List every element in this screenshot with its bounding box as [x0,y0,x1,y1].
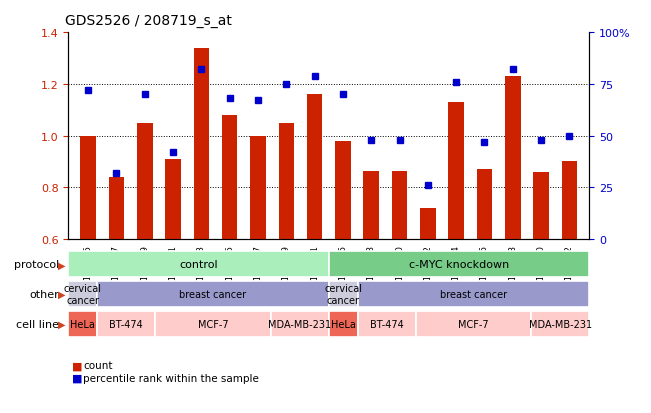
Text: BT-474: BT-474 [370,319,404,329]
Text: BT-474: BT-474 [109,319,143,329]
Bar [477,170,492,240]
Bar [533,173,549,240]
Bar [97,311,155,337]
Bar [449,103,464,240]
Text: cell line: cell line [16,319,59,329]
Text: ▶: ▶ [58,319,66,329]
Text: cervical
cancer: cervical cancer [64,284,102,305]
Text: count: count [83,361,113,370]
Text: MDA-MB-231: MDA-MB-231 [268,319,331,329]
Bar [415,311,531,337]
Text: control: control [179,260,218,270]
Text: ■: ■ [72,361,82,370]
Text: other: other [29,290,59,299]
Text: GDS2526 / 208719_s_at: GDS2526 / 208719_s_at [65,14,232,28]
Bar [97,282,329,307]
Bar [329,252,589,278]
Bar [68,252,329,278]
Text: ▶: ▶ [58,290,66,299]
Text: breast cancer: breast cancer [180,290,247,299]
Bar [68,282,97,307]
Text: cervical
cancer: cervical cancer [324,284,362,305]
Text: c-MYC knockdown: c-MYC knockdown [409,260,509,270]
Bar [329,311,357,337]
Bar [363,171,379,240]
Text: percentile rank within the sample: percentile rank within the sample [83,373,259,383]
Text: HeLa: HeLa [70,319,95,329]
Bar [165,159,181,240]
Text: MCF-7: MCF-7 [458,319,489,329]
Bar [357,311,415,337]
Text: breast cancer: breast cancer [440,290,507,299]
Bar [531,311,589,337]
Bar [505,77,521,240]
Bar [250,136,266,240]
Bar [562,162,577,240]
Bar [68,311,97,337]
Bar [155,311,271,337]
Bar [335,142,351,240]
Bar [329,282,357,307]
Text: ▶: ▶ [58,260,66,270]
Text: HeLa: HeLa [331,319,355,329]
Bar [137,123,152,240]
Text: MDA-MB-231: MDA-MB-231 [529,319,592,329]
Bar [271,311,329,337]
Bar [357,282,589,307]
Bar [109,178,124,240]
Bar [193,48,209,240]
Bar [392,171,408,240]
Bar [279,123,294,240]
Text: ■: ■ [72,373,82,383]
Bar [307,95,322,240]
Text: protocol: protocol [14,260,59,270]
Text: MCF-7: MCF-7 [198,319,229,329]
Bar [80,136,96,240]
Bar [420,209,436,240]
Bar [222,116,238,240]
